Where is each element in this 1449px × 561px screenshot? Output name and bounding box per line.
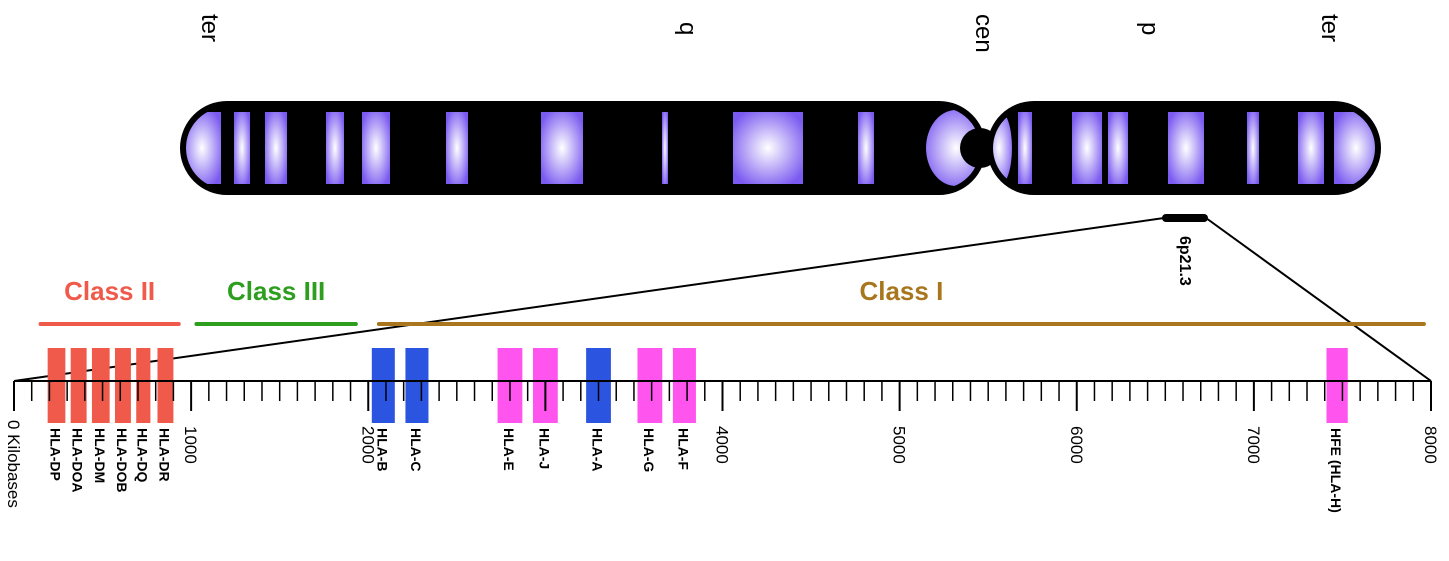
- chromosome-band: [733, 112, 803, 184]
- gene-label: HLA-DR: [156, 428, 172, 482]
- axis-tick-label: 5000: [890, 426, 909, 464]
- gene-block: [47, 348, 66, 423]
- gene-block: [405, 348, 429, 423]
- chromosome-band: [1072, 112, 1102, 184]
- axis-tick-label: 6000: [1067, 426, 1086, 464]
- chromosome-band: [326, 112, 344, 184]
- gene-label: HLA-A: [590, 428, 606, 472]
- gene-block: [136, 348, 151, 423]
- chromosome-band: [1018, 112, 1032, 184]
- chromosome-q-arm: [180, 101, 986, 195]
- gene-label: HLA-G: [641, 428, 657, 472]
- gene-labels: HLA-DP HLA-DOA HLA-DM HLA-DOB HLA-DQ HLA-DR HL…: [48, 428, 1345, 513]
- chromosome-ideogram: [180, 101, 1381, 195]
- chromosome-band: [926, 110, 983, 186]
- gene-label: HFE (HLA-H): [1328, 428, 1344, 513]
- axis-tick-label: 7000: [1244, 426, 1263, 464]
- chromosome-band: [446, 112, 468, 184]
- zoom-line-left: [13, 217, 1165, 382]
- gene-label: HLA-F: [675, 428, 691, 470]
- axis-origin-label: 0 Kilobases: [4, 420, 23, 508]
- class-label: Class II: [64, 276, 155, 306]
- arm-label-q: q: [674, 22, 701, 35]
- class-label: Class I: [859, 276, 943, 306]
- chromosome-band: [1298, 112, 1324, 184]
- arm-label-p-ter: ter: [1316, 14, 1343, 42]
- gene-label: HLA-DOB: [114, 428, 130, 493]
- gene-label: HLA-C: [408, 428, 424, 472]
- gene-block: [157, 348, 174, 423]
- gene-label: HLA-J: [536, 428, 552, 469]
- chromosome-band: [1247, 112, 1259, 184]
- chromosome-band: [541, 112, 583, 184]
- gene-label: HLA-B: [374, 428, 390, 472]
- class-region-ii: Class II: [38, 276, 181, 326]
- axis-tick-label: 2000: [358, 426, 377, 464]
- class-region-iii: Class III: [194, 276, 358, 326]
- chromosome-band: [265, 112, 287, 184]
- gene-block: [91, 348, 110, 423]
- zoom-line-right: [1205, 217, 1432, 382]
- class-region-i: Class I: [376, 276, 1426, 326]
- band-label: 6p21.3: [1176, 236, 1193, 286]
- arm-label-q-ter: ter: [196, 14, 223, 42]
- arm-labels: ter q cen p ter: [196, 14, 1343, 53]
- class-label: Class III: [227, 276, 325, 306]
- axis-tick-label: 8000: [1421, 426, 1440, 464]
- band-zoom: 6p21.3: [13, 214, 1432, 382]
- band-marker-6p21-3: [1162, 214, 1208, 222]
- chromosome-band: [858, 112, 874, 184]
- gene-label: HLA-DP: [48, 428, 64, 481]
- axis-tick-label: 4000: [713, 426, 732, 464]
- mhc-class-regions: Class II Class III Class I: [38, 276, 1426, 326]
- gene-block: [672, 348, 696, 423]
- chromosome-p-arm: [987, 101, 1381, 195]
- arm-label-centromere: cen: [970, 14, 997, 53]
- gene-block: [70, 348, 87, 423]
- gene-block: [371, 348, 395, 423]
- gene-label: HLA-DM: [92, 428, 108, 483]
- chromosome-band: [662, 112, 668, 184]
- gene-block: [637, 348, 663, 423]
- gene-blocks: [47, 348, 1348, 423]
- chromosome-band: [1108, 112, 1128, 184]
- chromosome-band: [234, 112, 250, 184]
- chromosome-band: [1168, 112, 1204, 184]
- arm-label-p: p: [1136, 22, 1163, 35]
- axis-tick-label: 1000: [181, 426, 200, 464]
- gene-block: [1326, 348, 1348, 423]
- kilobase-axis: 0 Kilobases 1000 2000 4000 5000 6000 7000 8000: [4, 380, 1440, 508]
- chromosome-band: [362, 112, 390, 184]
- gene-label: HLA-DOA: [70, 428, 86, 493]
- gene-block: [114, 348, 131, 423]
- gene-label: HLA-E: [501, 428, 517, 471]
- gene-label: HLA-DQ: [134, 428, 150, 483]
